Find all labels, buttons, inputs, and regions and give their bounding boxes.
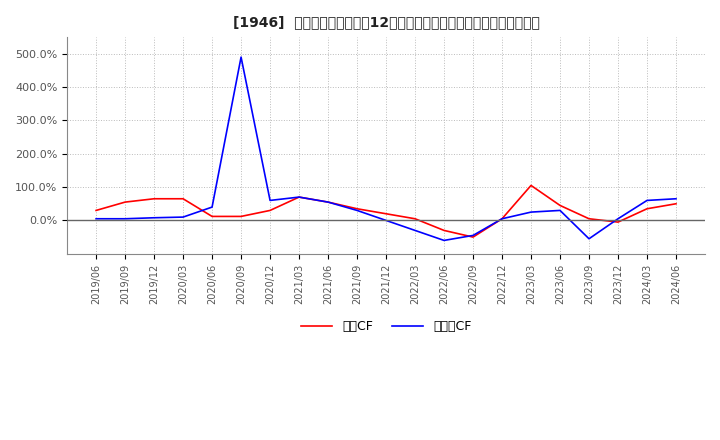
フリーCF xyxy=(294,194,303,200)
営業CF xyxy=(469,235,477,240)
営業CF xyxy=(294,194,303,200)
営業CF xyxy=(324,199,333,205)
営業CF xyxy=(150,196,158,202)
営業CF xyxy=(527,183,536,188)
フリーCF xyxy=(382,218,390,223)
営業CF xyxy=(91,208,100,213)
営業CF xyxy=(121,199,130,205)
フリーCF xyxy=(469,233,477,238)
フリーCF xyxy=(672,196,680,202)
フリーCF xyxy=(585,236,593,242)
フリーCF xyxy=(121,216,130,221)
Legend: 営業CF, フリーCF: 営業CF, フリーCF xyxy=(296,315,477,338)
営業CF xyxy=(179,196,187,202)
営業CF xyxy=(613,220,622,225)
営業CF xyxy=(556,203,564,208)
フリーCF xyxy=(498,216,506,221)
営業CF xyxy=(382,211,390,216)
フリーCF xyxy=(556,208,564,213)
営業CF xyxy=(643,206,652,211)
フリーCF xyxy=(353,208,361,213)
フリーCF xyxy=(527,209,536,215)
フリーCF xyxy=(440,238,449,243)
フリーCF xyxy=(91,216,100,221)
フリーCF xyxy=(266,198,274,203)
フリーCF xyxy=(208,205,217,210)
営業CF xyxy=(585,216,593,221)
フリーCF xyxy=(179,214,187,220)
フリーCF xyxy=(324,199,333,205)
営業CF xyxy=(266,208,274,213)
営業CF xyxy=(672,201,680,206)
営業CF xyxy=(440,228,449,233)
フリーCF xyxy=(613,216,622,221)
営業CF xyxy=(498,216,506,221)
営業CF xyxy=(237,214,246,219)
フリーCF xyxy=(410,228,419,233)
営業CF xyxy=(353,206,361,211)
フリーCF xyxy=(643,198,652,203)
Line: 営業CF: 営業CF xyxy=(96,185,676,237)
営業CF xyxy=(208,214,217,219)
フリーCF xyxy=(150,215,158,220)
Line: フリーCF: フリーCF xyxy=(96,57,676,240)
フリーCF xyxy=(237,55,246,60)
営業CF xyxy=(410,216,419,221)
Title: [1946]  キャッシュフローの12か月移動合計の対前年同期増減率の推移: [1946] キャッシュフローの12か月移動合計の対前年同期増減率の推移 xyxy=(233,15,539,29)
